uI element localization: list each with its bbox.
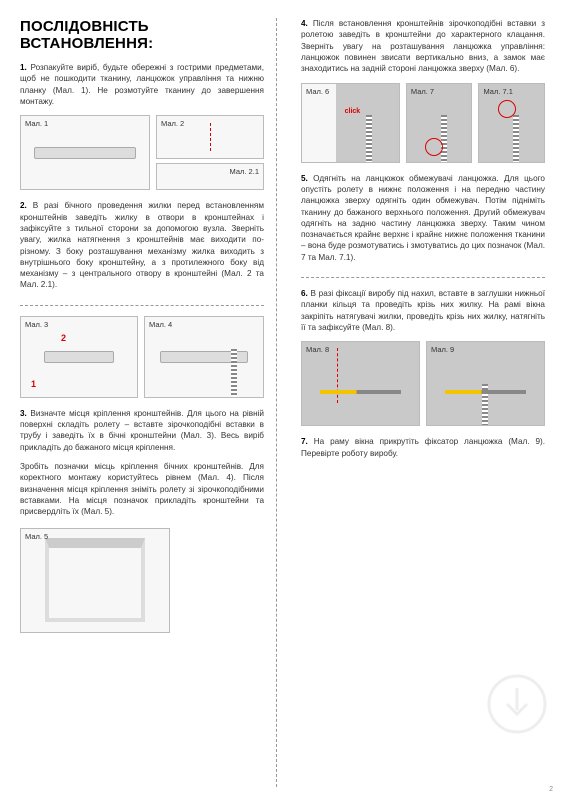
left-column: ПОСЛІДОВНІСТЬ ВСТАНОВЛЕННЯ: 1. Розпакуйт… [20, 18, 277, 787]
fig-1: Мал. 1 [20, 115, 150, 190]
fig-9: Мал. 9 [426, 341, 545, 426]
step-5: 5. Одягніть на ланцюжок обмежувачі ланцю… [301, 173, 545, 264]
red-num-2: 2 [61, 333, 66, 343]
red-circle-icon [498, 100, 516, 118]
fig-2-stack: Мал. 2 Мал. 2.1 [156, 115, 264, 190]
right-column: 4. Після встановлення кронштейнів зірочк… [295, 18, 545, 787]
fig-row-2: Мал. 3 1 2 Мал. 4 [20, 316, 264, 398]
fig-2-1: Мал. 2.1 [156, 163, 264, 190]
step-3a: 3. Визначте місця кріплення кронштейнів.… [20, 408, 264, 453]
step-6: 6. В разі фіксації виробу під нахил, вст… [301, 288, 545, 333]
chain-icon [366, 115, 372, 162]
step-1: 1. Розпакуйте виріб, будьте обережні з г… [20, 62, 264, 107]
fig-6-label: Мал. 6 [306, 87, 329, 96]
fig-7-1: Мал. 7.1 [478, 83, 545, 163]
fig-2-label: Мал. 2 [161, 119, 184, 128]
fig-3: Мал. 3 1 2 [20, 316, 138, 398]
red-dash-icon [210, 123, 211, 151]
chain-icon [513, 115, 519, 162]
fig-21-label: Мал. 2.1 [230, 167, 259, 176]
fig-7: Мал. 7 [406, 83, 473, 163]
fig-row-5: Мал. 8 Мал. 9 [301, 341, 545, 426]
page-title: ПОСЛІДОВНІСТЬ ВСТАНОВЛЕННЯ: [20, 18, 264, 52]
fig-4: Мал. 4 [144, 316, 264, 398]
fig-row-3: Мал. 5 [20, 528, 264, 633]
red-num-1: 1 [31, 379, 36, 389]
screwdriver-icon [445, 390, 527, 394]
fig-2: Мал. 2 [156, 115, 264, 159]
fig-5-label: Мал. 5 [25, 532, 48, 541]
divider-right [301, 277, 545, 278]
red-circle-icon [425, 138, 443, 156]
chain-icon [441, 115, 447, 162]
fig-4-label: Мал. 4 [149, 320, 172, 329]
frame-icon [45, 538, 146, 622]
fig-1-label: Мал. 1 [25, 119, 48, 128]
step-4: 4. Після встановлення кронштейнів зірочк… [301, 18, 545, 75]
red-dash-icon [337, 348, 338, 403]
fig-5: Мал. 5 [20, 528, 170, 633]
fig-7-label: Мал. 7 [411, 87, 434, 96]
tube-icon [34, 147, 136, 159]
page-number: 2 [549, 786, 553, 793]
fig-71-label: Мал. 7.1 [483, 87, 512, 96]
watermark-icon [487, 674, 547, 739]
divider-left [20, 305, 264, 306]
fig-9-label: Мал. 9 [431, 345, 454, 354]
step-3b: Зробіть позначки місць кріплення бічних … [20, 461, 264, 518]
chain-icon [231, 349, 237, 397]
click-label: click [345, 108, 361, 115]
fig-row-4: Мал. 6 click Мал. 7 Мал. 7.1 [301, 83, 545, 163]
fig-6: Мал. 6 click [301, 83, 400, 163]
fig-8-label: Мал. 8 [306, 345, 329, 354]
gray-fill [302, 342, 419, 425]
fig-3-label: Мал. 3 [25, 320, 48, 329]
fig-row-1: Мал. 1 Мал. 2 Мал. 2.1 [20, 115, 264, 190]
fig-8: Мал. 8 [301, 341, 420, 426]
step-7: 7. На раму вікна прикрутіть фіксатор лан… [301, 436, 545, 459]
screwdriver-icon [320, 390, 402, 394]
step-2: 2. В разі бічного проведення жилки перед… [20, 200, 264, 291]
tube-icon [44, 351, 114, 363]
page-root: ПОСЛІДОВНІСТЬ ВСТАНОВЛЕННЯ: 1. Розпакуйт… [0, 0, 565, 799]
